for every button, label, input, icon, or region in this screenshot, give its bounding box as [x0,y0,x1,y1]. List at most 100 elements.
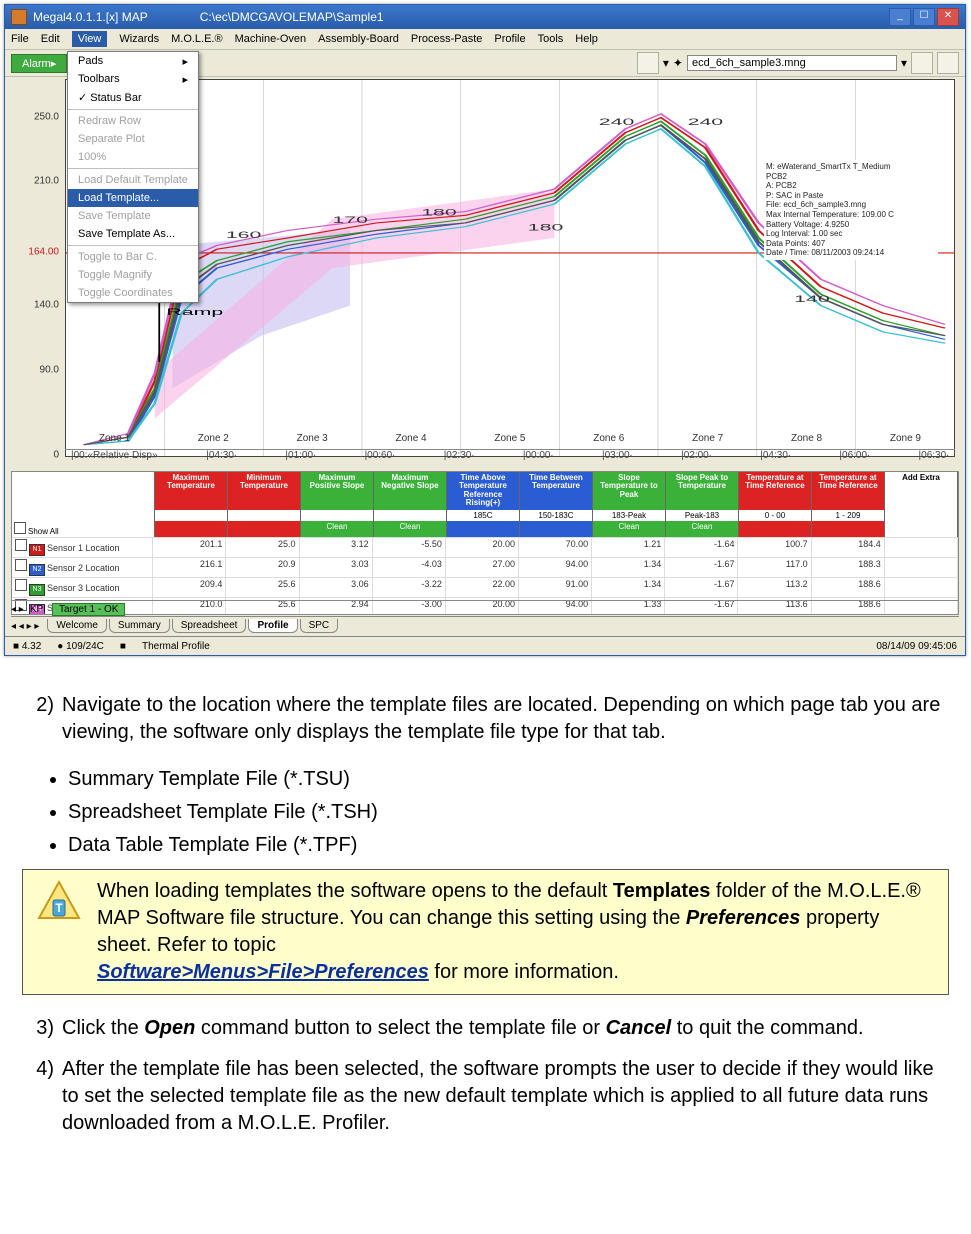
zone-label: Zone 4 [395,433,426,449]
grid-cell: -1.67 [665,558,738,577]
grid-cell [739,521,812,537]
grid-cell [812,521,885,537]
menu-assemblyboard[interactable]: Assembly-Board [318,33,399,45]
time-tick-label: |06:30∙ [919,450,949,466]
table-row[interactable]: N3Sensor 3 Location209.425.63.06-3.2222.… [12,577,958,597]
grid-cell: 216.1 [153,558,226,577]
grid-cell: 1 - 209 [812,510,885,521]
file-type-bullets: Summary Template File (*.TSU)Spreadsheet… [22,766,949,859]
svg-text:240: 240 [599,117,635,127]
toolbar-icon[interactable] [911,52,933,74]
legend-line: M: eWaterand_SmartTx T_Medium [766,162,936,172]
menu-mole[interactable]: M.O.L.E.® [171,33,223,45]
step-4-text: After the template file has been selecte… [62,1058,934,1134]
tab-welcome[interactable]: Welcome [47,619,107,633]
y-tick-label: 210.0 [34,175,59,186]
tab-summary[interactable]: Summary [109,619,170,633]
grid-cell: 113.2 [738,578,811,597]
sensor-label[interactable]: N3Sensor 3 Location [12,578,153,597]
step-2-text: Navigate to the location where the templ… [62,694,940,743]
grid-cell [228,521,301,537]
menu-item: Toggle Magnify [68,266,198,284]
menu-wizards[interactable]: Wizards [119,33,159,45]
preferences-link[interactable]: Software>Menus>File>Preferences [97,961,429,983]
grid-cell: Slope Temperature to Peak [593,472,666,510]
menu-file[interactable]: File [11,33,29,45]
grid-cell [301,510,374,521]
file-combo[interactable]: ecd_6ch_sample3.mng [687,55,897,71]
toolbar-icon[interactable] [637,52,659,74]
menu-help[interactable]: Help [575,33,598,45]
svg-text:180: 180 [421,208,457,218]
grid-cell: Minimum Temperature [228,472,301,510]
grid-cell: 3.06 [300,578,373,597]
grid-cell[interactable]: Add Extra [885,472,958,510]
grid-subheader: 185C150-183C183-PeakPeak-1830 - 001 - 20… [12,510,958,521]
menu-item[interactable]: Pads [68,52,198,70]
legend-line: File: ecd_6ch_sample3.mng [766,200,936,210]
file-type-bullet: Data Table Template File (*.TPF) [68,832,949,859]
step-num: 2) [22,692,54,719]
minimize-button[interactable]: _ [889,8,911,26]
status-item: Thermal Profile [142,641,210,652]
menu-item[interactable]: Status Bar [68,88,198,107]
menu-item: 100% [68,148,198,166]
grid-header: Maximum TemperatureMinimum TemperatureMa… [12,472,958,510]
menu-item[interactable]: Toolbars [68,70,198,88]
zone-label: Zone 8 [791,433,822,449]
sensor-label[interactable]: N1Sensor 1 Location [12,538,153,557]
alarm-button[interactable]: Alarm▸ [11,54,67,73]
svg-text:160: 160 [226,230,262,240]
file-type-bullet: Summary Template File (*.TSU) [68,766,949,793]
legend-line: P: SAC in Paste [766,191,936,201]
maximize-button[interactable]: ☐ [913,8,935,26]
menu-item: Save Template [68,207,198,225]
grid-cell: Clean [301,521,374,537]
grid-cell: Time Between Temperature [520,472,593,510]
grid-cell: 183-Peak [593,510,666,521]
zone-label: Zone 7 [692,433,723,449]
menu-item: Separate Plot [68,130,198,148]
grid-cell [374,510,447,521]
tab-scroll-arrows[interactable]: ◂ ◂ ▸ ▸ [11,621,39,632]
grid-cell: 3.03 [300,558,373,577]
step-num: 4) [22,1056,54,1083]
menu-item[interactable]: Save Template As... [68,225,198,243]
grid-cell: 25.6 [226,578,299,597]
table-row[interactable]: N1Sensor 1 Location201.125.03.12-5.5020.… [12,537,958,557]
table-row[interactable]: N2Sensor 2 Location216.120.93.03-4.0327.… [12,557,958,577]
grid-cell: 188.3 [812,558,885,577]
chart-y-axis: 090.0140.0164.00210.0250.0 [17,79,63,455]
status-item: ■ [120,641,126,652]
title-text-right: C:\ec\DMCGAVOLEMAP\Sample1 [200,10,384,24]
menu-processpaste[interactable]: Process-Paste [411,33,483,45]
menu-profile[interactable]: Profile [494,33,525,45]
time-tick-label: |03:00∙ [602,450,632,466]
y-tick-label: 250.0 [34,111,59,122]
menu-bar: File Edit View Wizards M.O.L.E.® Machine-Oven… [5,29,965,50]
menu-view[interactable]: View [72,31,108,47]
menu-tools[interactable]: Tools [538,33,564,45]
grid-cell: 1.21 [592,538,665,557]
grid-cell [12,472,155,510]
menu-edit[interactable]: Edit [41,33,60,45]
menu-machineoven[interactable]: Machine-Oven [235,33,307,45]
close-button[interactable]: ✕ [937,8,959,26]
tab-spc[interactable]: SPC [300,619,339,633]
grid-cell: Maximum Positive Slope [301,472,374,510]
grid-cell [447,521,520,537]
time-tick-label: |04:30∙ [206,450,236,466]
sensor-label[interactable]: N2Sensor 2 Location [12,558,153,577]
grid-cell: 22.00 [446,578,519,597]
time-tick-label: |00:«Relative Disp» [71,450,158,466]
menu-item: Toggle to Bar C. [68,248,198,266]
tab-profile[interactable]: Profile [248,619,297,633]
tab-spreadsheet[interactable]: Spreadsheet [172,619,247,633]
kpi-chip[interactable]: Target 1 - OK [52,603,125,616]
grid-cell: -4.03 [373,558,446,577]
grid-cell: 25.0 [226,538,299,557]
grid-cell: -3.22 [373,578,446,597]
menu-item[interactable]: Load Template... [68,189,198,207]
toolbar-icon[interactable] [937,52,959,74]
chart-legend: M: eWaterand_SmartTx T_Medium PCB2A: PCB… [764,160,938,260]
